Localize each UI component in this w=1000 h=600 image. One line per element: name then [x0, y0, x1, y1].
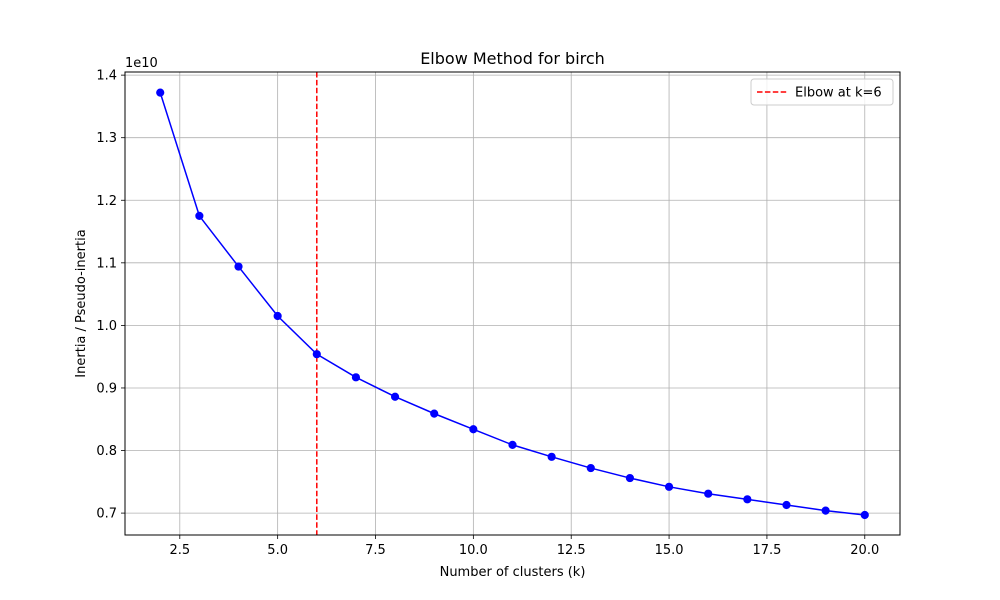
x-tick-label: 7.5	[365, 543, 386, 558]
x-tick-label: 12.5	[557, 543, 586, 558]
y-axis-label: Inertia / Pseudo-inertia	[74, 229, 89, 377]
data-point	[430, 409, 439, 418]
chart-title: Elbow Method for birch	[420, 49, 605, 68]
legend-label-elbow: Elbow at k=6	[795, 86, 882, 101]
series-layer	[156, 88, 869, 520]
y-tick-label: 1.2	[96, 194, 117, 209]
legend: Elbow at k=6	[750, 78, 894, 106]
data-point	[195, 211, 204, 221]
data-point	[508, 440, 517, 450]
data-point	[234, 262, 243, 271]
data-point	[821, 506, 830, 515]
y-tick-label: 0.9	[96, 381, 117, 396]
y-tick-label: 1.3	[96, 131, 117, 146]
grid	[125, 72, 900, 535]
data-point	[664, 482, 674, 491]
data-point	[273, 311, 282, 321]
x-axis-ticks: 2.5 5.0 7.5 10.0 12.5 15.0 17.5 20.0	[169, 535, 879, 558]
y-tick-label: 1.0	[96, 319, 117, 334]
data-point	[704, 489, 713, 498]
x-axis-label: Number of clusters (k)	[440, 565, 586, 580]
data-point	[156, 88, 165, 97]
legend-box	[750, 78, 894, 106]
y-tick-label: 1.4	[96, 69, 117, 84]
data-point	[782, 500, 791, 510]
data-point	[312, 350, 321, 359]
y-offset-label: 1e10	[125, 56, 158, 71]
data-point	[586, 463, 595, 473]
x-tick-label: 15.0	[655, 543, 684, 558]
data-point	[390, 392, 400, 401]
data-point	[469, 425, 478, 434]
data-point	[743, 495, 752, 504]
data-point	[625, 473, 635, 483]
y-axis-ticks: 0.7 0.8 0.9 1.0 1.1 1.2 1.3 1.4	[96, 69, 125, 522]
data-point	[860, 510, 869, 520]
x-tick-label: 20.0	[850, 543, 879, 558]
data-point	[547, 452, 556, 461]
x-tick-label: 17.5	[752, 543, 781, 558]
x-tick-label: 10.0	[459, 543, 488, 558]
y-tick-label: 0.7	[96, 507, 117, 522]
x-tick-label: 2.5	[169, 543, 190, 558]
plot-frame	[124, 71, 901, 536]
x-tick-label: 5.0	[267, 543, 288, 558]
y-tick-label: 0.8	[96, 444, 117, 459]
y-tick-label: 1.1	[96, 256, 117, 271]
data-point	[351, 373, 361, 382]
